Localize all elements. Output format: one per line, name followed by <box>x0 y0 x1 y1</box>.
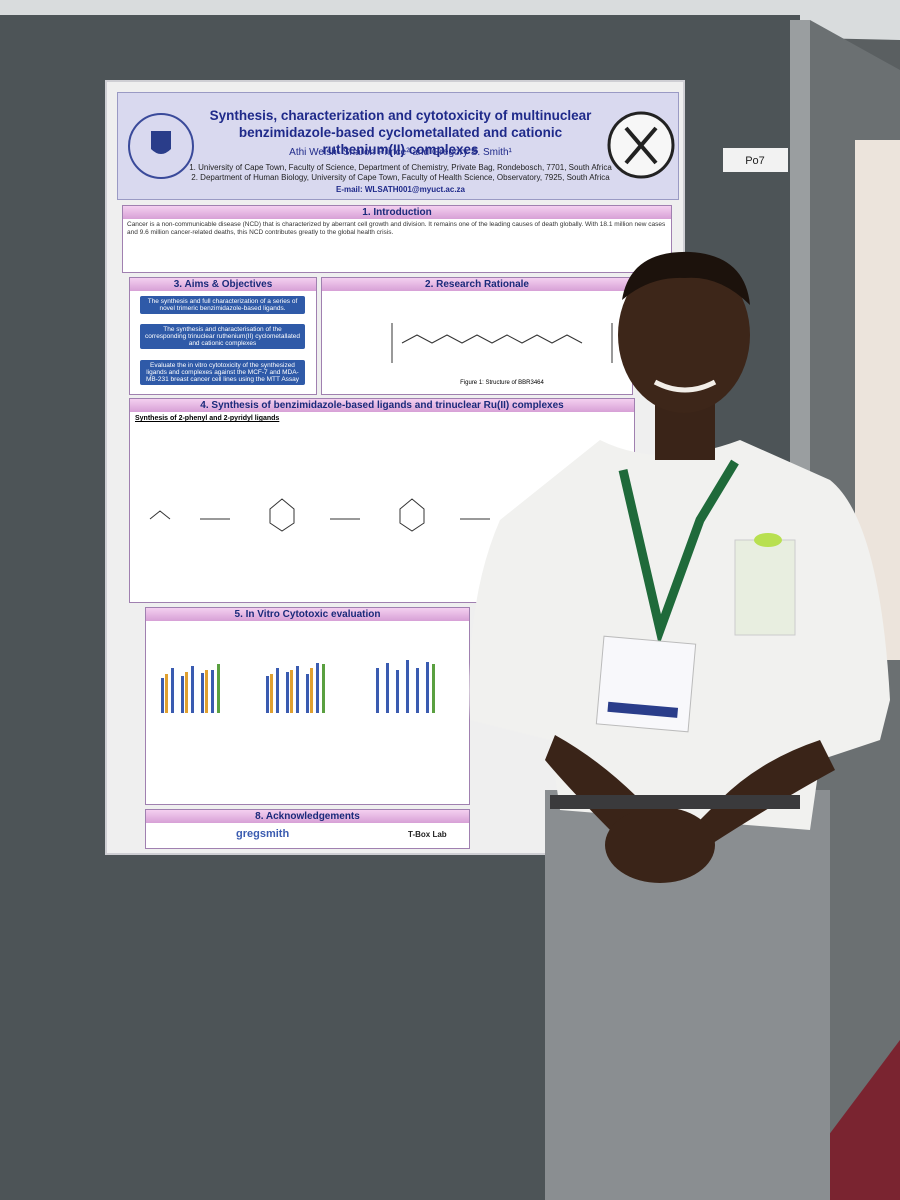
left-forearm <box>545 735 650 840</box>
section-heading: 2. Research Rationale <box>322 278 632 291</box>
right-forearm <box>690 740 835 845</box>
aim-box: The synthesis and characterisation of th… <box>140 324 305 349</box>
introduction: 1. Introduction Cancer is a non-communic… <box>122 205 672 273</box>
shirt <box>469 440 890 830</box>
logo-text: T-Box Lab <box>408 830 447 839</box>
logo-text: gregsmith <box>236 828 290 840</box>
research-rationale: 2. Research Rationale Figure 1: Structur… <box>321 277 633 395</box>
name-badge <box>595 635 697 733</box>
board-label: Po7 <box>745 155 765 167</box>
bar-charts <box>161 660 435 713</box>
poster-title: Synthesis, characterization and cytotoxi… <box>209 108 592 157</box>
smile <box>653 379 717 393</box>
chart-bars <box>165 668 313 713</box>
poster: Synthesis, characterization and cytotoxi… <box>105 80 685 855</box>
email: E-mail: WLSATH001@myuct.ac.za <box>335 185 466 194</box>
intro-text: Cancer is a non-communicable disease (NC… <box>127 221 666 236</box>
head <box>618 257 750 413</box>
authors: Athi Welsh¹ Sharon Prince² and Gregory S… <box>289 147 512 158</box>
shirt-pocket <box>734 539 796 636</box>
logo-ring <box>128 113 194 179</box>
university-logo <box>128 113 194 179</box>
group-logo <box>607 111 675 179</box>
section-heading: 3. Aims & Objectives <box>130 278 316 291</box>
board-label-card <box>723 148 788 172</box>
figure-caption: Figure 1: Structure of BBR3464 <box>460 380 544 386</box>
subheading: Synthesis of 2-phenyl and 2-pyridyl liga… <box>135 415 280 422</box>
aims: 3. Aims & Objectives The synthesis and f… <box>129 277 317 395</box>
scheme-drawing <box>149 498 545 532</box>
belt <box>550 795 800 809</box>
pocket-item <box>754 533 782 547</box>
hair <box>622 251 750 305</box>
reaction-scheme <box>149 498 545 532</box>
logo-shield <box>151 131 171 154</box>
badge-band <box>607 701 679 718</box>
structure-figure <box>391 323 613 363</box>
chart-bars <box>161 660 429 713</box>
affiliation: 2. Department of Human Biology, Universi… <box>191 173 610 182</box>
hands <box>605 807 715 883</box>
section-heading: 1. Introduction <box>123 206 671 219</box>
poster-header: Synthesis, characterization and cytotoxi… <box>117 92 679 200</box>
section-heading: 8. Acknowledgements <box>146 810 469 823</box>
cytotoxic-evaluation: 5. In Vitro Cytotoxic evaluation <box>145 607 470 805</box>
chart-bars <box>217 664 435 713</box>
section-heading: 4. Synthesis of benzimidazole-based liga… <box>130 399 634 412</box>
section-heading: 5. In Vitro Cytotoxic evaluation <box>146 608 469 621</box>
logo-mark <box>624 126 658 165</box>
aim-box: Evaluate the in vitro cytotoxicity of th… <box>140 360 305 385</box>
structure-bonds <box>391 323 613 363</box>
acknowledgements: 8. Acknowledgements gregsmith T-Box Lab <box>145 809 470 849</box>
affiliation: 1. University of Cape Town, Faculty of S… <box>189 163 612 172</box>
lanyard <box>618 459 739 646</box>
aim-box: The synthesis and full characterization … <box>140 296 305 314</box>
